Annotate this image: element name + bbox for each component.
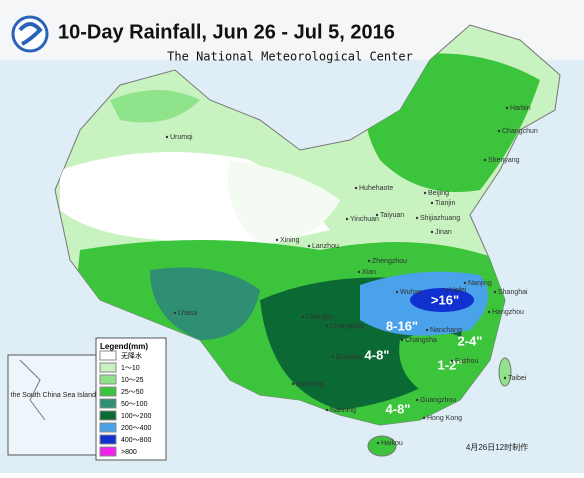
legend: Legend(mm) 无降水 1～10 10～25 25～50 50～100 100～20… bbox=[95, 337, 167, 461]
legend-title: Legend(mm) bbox=[100, 342, 148, 351]
city-label: Nanchang bbox=[430, 327, 462, 334]
city-label: Changchun bbox=[502, 128, 538, 135]
city-label: Lhasa bbox=[178, 310, 197, 317]
city-label: Yinchuan bbox=[350, 216, 379, 223]
legend-label: 1～10 bbox=[121, 365, 140, 372]
city-label: Zhengzhou bbox=[372, 258, 407, 265]
city-label: Taiyuan bbox=[380, 212, 404, 219]
city-label: Shijiazhuang bbox=[420, 215, 460, 222]
city-dot bbox=[483, 158, 487, 162]
legend-label: 25～50 bbox=[121, 389, 144, 396]
city-dot bbox=[463, 281, 467, 285]
legend-swatch bbox=[99, 386, 117, 397]
city-dot bbox=[325, 408, 329, 412]
city-label: Haikou bbox=[381, 440, 403, 447]
rainfall-annotation: 1-2" bbox=[438, 357, 463, 372]
inset-map: the South China Sea Islands bbox=[7, 354, 100, 456]
city-dot bbox=[450, 359, 454, 363]
city-dot bbox=[357, 270, 361, 274]
city-label: Xining bbox=[280, 237, 300, 244]
legend-swatch bbox=[99, 446, 117, 457]
city-label: Hefei bbox=[450, 287, 467, 294]
city-label: Wuhan bbox=[400, 289, 422, 296]
rainfall-annotation: 8-16" bbox=[386, 318, 418, 333]
city-label: Taibei bbox=[508, 375, 527, 382]
city-label: Guiyang bbox=[336, 354, 362, 361]
city-label: Nanning bbox=[330, 407, 356, 414]
city-label: Hangzhou bbox=[492, 309, 524, 316]
city-dot bbox=[503, 376, 507, 380]
legend-swatch bbox=[99, 362, 117, 373]
city-dot bbox=[275, 238, 279, 242]
legend-swatch bbox=[99, 434, 117, 445]
city-dot bbox=[425, 328, 429, 332]
legend-label: 200～400 bbox=[121, 425, 151, 432]
city-dot bbox=[505, 106, 509, 110]
rainfall-annotation: >16" bbox=[431, 292, 459, 307]
city-dot bbox=[487, 310, 491, 314]
city-label: Guangzhou bbox=[420, 397, 456, 404]
inset-label: the South China Sea Islands bbox=[11, 392, 100, 399]
legend-label: >800 bbox=[121, 449, 137, 456]
legend-swatch bbox=[99, 350, 117, 361]
rainfall-annotation: 2-4" bbox=[458, 333, 483, 348]
city-dot bbox=[430, 201, 434, 205]
city-dot bbox=[325, 324, 329, 328]
legend-label: 100～200 bbox=[121, 413, 151, 420]
city-dot bbox=[376, 441, 380, 445]
city-label: Shanghai bbox=[498, 289, 528, 296]
city-dot bbox=[367, 259, 371, 263]
title: 10-Day Rainfall, Jun 26 - Jul 5, 2016 bbox=[58, 21, 395, 43]
legend-swatch bbox=[99, 398, 117, 409]
city-dot bbox=[395, 290, 399, 294]
city-label: Harbin bbox=[510, 105, 531, 112]
legend-label: 50～100 bbox=[121, 401, 148, 408]
city-label: Lanzhou bbox=[312, 243, 339, 250]
city-dot bbox=[173, 311, 177, 315]
city-dot bbox=[291, 382, 295, 386]
city-label: Hong Kong bbox=[427, 415, 462, 422]
city-dot bbox=[331, 355, 335, 359]
city-dot bbox=[493, 290, 497, 294]
city-label: Kunming bbox=[296, 381, 324, 388]
city-label: Fuzhou bbox=[455, 358, 478, 365]
city-label: Shenyang bbox=[488, 157, 520, 164]
legend-label: 无降水 bbox=[121, 351, 142, 360]
city-label: Nanjing bbox=[468, 280, 492, 287]
city-label: Huhehaote bbox=[359, 185, 393, 192]
city-dot bbox=[497, 129, 501, 133]
city-dot bbox=[375, 213, 379, 217]
city-dot bbox=[445, 288, 449, 292]
legend-swatch bbox=[99, 374, 117, 385]
logo bbox=[11, 15, 49, 53]
city-label: Jinan bbox=[435, 229, 452, 236]
subtitle: The National Meteorological Center bbox=[167, 50, 413, 64]
credit: 4月26日12时制作 bbox=[466, 442, 528, 452]
city-dot bbox=[307, 244, 311, 248]
rainfall-annotation: 4-8" bbox=[386, 401, 411, 416]
city-label: Urumqi bbox=[170, 134, 193, 141]
city-dot bbox=[165, 135, 169, 139]
city-dot bbox=[415, 216, 419, 220]
city-dot bbox=[423, 191, 427, 195]
city-dot bbox=[301, 315, 305, 319]
city-label: Tianjin bbox=[435, 200, 455, 207]
city-dot bbox=[430, 230, 434, 234]
city-dot bbox=[345, 217, 349, 221]
legend-swatch bbox=[99, 422, 117, 433]
city-dot bbox=[422, 416, 426, 420]
legend-swatch bbox=[99, 410, 117, 421]
city-label: Chongqing bbox=[330, 323, 364, 330]
rainfall-annotation: 4-8" bbox=[365, 347, 390, 362]
city-label: Beijing bbox=[428, 190, 449, 197]
city-dot bbox=[415, 398, 419, 402]
legend-label: 10～25 bbox=[121, 377, 144, 384]
city-dot bbox=[400, 338, 404, 342]
city-label: Xian bbox=[362, 269, 376, 276]
city-dot bbox=[354, 186, 358, 190]
city-label: Changsha bbox=[405, 337, 437, 344]
legend-label: 400～800 bbox=[121, 437, 151, 444]
city-label: Chengdu bbox=[306, 314, 335, 321]
